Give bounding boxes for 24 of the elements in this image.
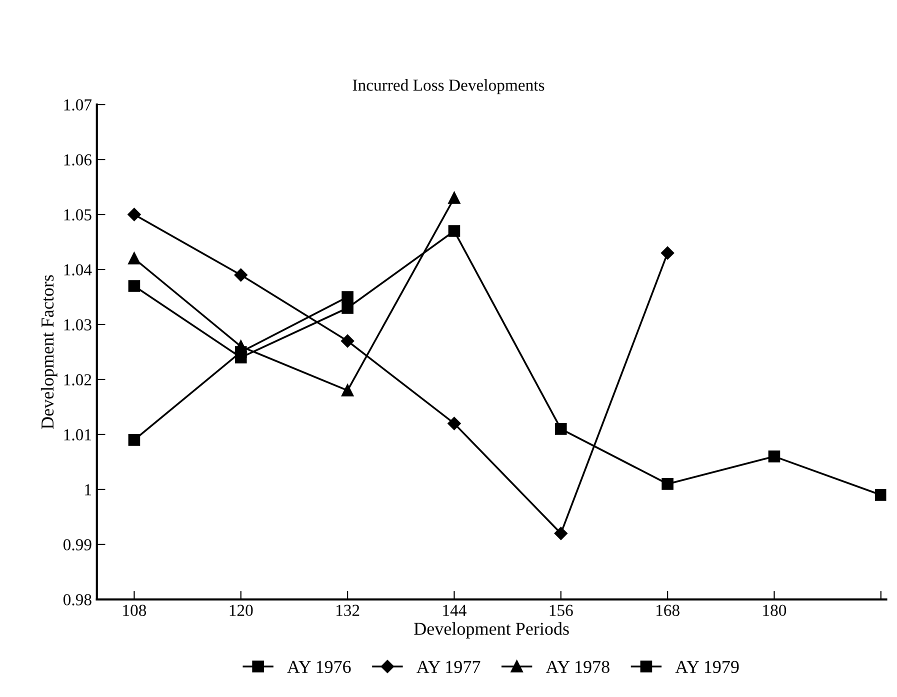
legend-label: AY 1978: [546, 660, 610, 674]
legend-label: AY 1976: [287, 660, 351, 674]
x-tick-label: 168: [656, 604, 680, 616]
legend-label: AY 1979: [675, 660, 739, 674]
x-tick-label: 144: [443, 604, 466, 616]
y-tick-label: 1.03: [64, 319, 92, 331]
x-tick-label: 108: [123, 604, 146, 616]
y-axis-title: Development Factors: [40, 275, 58, 429]
chart-title: Incurred Loss Developments: [352, 79, 544, 94]
x-tick-label: 180: [763, 604, 786, 616]
y-tick-label: 1.06: [64, 154, 92, 166]
y-tick-label: 1.01: [64, 429, 92, 440]
y-tick-label: 0.98: [63, 594, 92, 606]
y-tick-label: 1: [85, 484, 92, 496]
x-axis-title: Development Periods: [414, 622, 569, 639]
x-tick-label: 132: [336, 604, 360, 616]
y-tick-label: 1.02: [64, 374, 92, 386]
legend-label: AY 1977: [416, 660, 480, 674]
x-tick-label: 120: [230, 604, 253, 616]
y-tick-label: 0.99: [63, 539, 92, 550]
y-tick-label: 1.05: [64, 209, 92, 221]
y-tick-label: 1.07: [64, 99, 92, 111]
x-tick-label: 156: [550, 604, 573, 616]
y-tick-label: 1.04: [64, 264, 92, 276]
